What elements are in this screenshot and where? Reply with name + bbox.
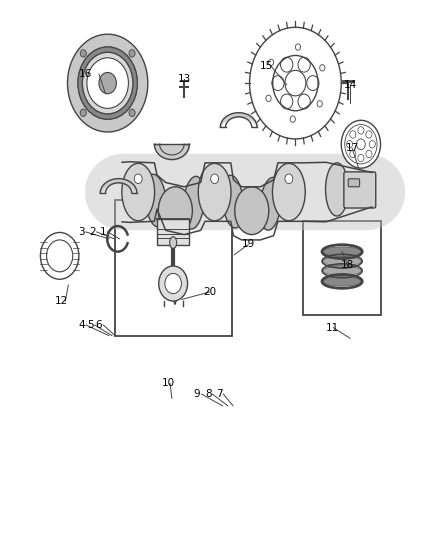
Text: 18: 18 <box>341 261 354 270</box>
Circle shape <box>165 273 181 294</box>
Ellipse shape <box>323 247 361 256</box>
Text: 8: 8 <box>205 389 212 399</box>
Text: 5: 5 <box>87 320 93 330</box>
Text: 3: 3 <box>78 227 85 237</box>
Circle shape <box>298 94 310 109</box>
Circle shape <box>346 141 353 148</box>
Ellipse shape <box>260 177 281 230</box>
Circle shape <box>350 150 356 158</box>
Ellipse shape <box>158 187 192 235</box>
Text: 4: 4 <box>78 320 85 330</box>
Circle shape <box>358 155 364 162</box>
Circle shape <box>350 131 356 138</box>
Text: 11: 11 <box>326 322 339 333</box>
Circle shape <box>82 52 133 114</box>
Text: 12: 12 <box>55 296 68 306</box>
FancyBboxPatch shape <box>348 179 360 187</box>
Circle shape <box>285 174 293 183</box>
Ellipse shape <box>272 164 305 221</box>
Ellipse shape <box>183 176 205 229</box>
Circle shape <box>290 116 296 122</box>
Ellipse shape <box>170 237 177 248</box>
Circle shape <box>366 150 372 158</box>
Ellipse shape <box>198 164 231 221</box>
Circle shape <box>268 59 274 66</box>
Text: 17: 17 <box>346 143 359 154</box>
Circle shape <box>295 44 300 50</box>
Circle shape <box>266 95 271 102</box>
Text: 14: 14 <box>343 80 357 90</box>
Ellipse shape <box>222 175 244 228</box>
Circle shape <box>320 64 325 71</box>
FancyBboxPatch shape <box>303 221 381 316</box>
Circle shape <box>281 94 293 109</box>
Ellipse shape <box>323 277 361 286</box>
Ellipse shape <box>122 164 155 221</box>
Circle shape <box>298 57 310 72</box>
Circle shape <box>134 174 142 183</box>
Circle shape <box>358 127 364 134</box>
Circle shape <box>357 139 365 150</box>
Circle shape <box>366 131 372 138</box>
Text: 16: 16 <box>79 69 92 79</box>
Circle shape <box>99 72 117 94</box>
FancyBboxPatch shape <box>344 172 376 208</box>
Text: 19: 19 <box>242 239 255 249</box>
Circle shape <box>272 76 284 91</box>
Text: 10: 10 <box>162 378 175 389</box>
Circle shape <box>285 70 306 96</box>
Circle shape <box>129 109 135 117</box>
Circle shape <box>78 47 138 119</box>
Circle shape <box>129 50 135 57</box>
Circle shape <box>80 50 86 57</box>
Text: 1: 1 <box>100 227 106 237</box>
Circle shape <box>281 57 293 72</box>
Circle shape <box>369 141 375 148</box>
Text: 15: 15 <box>260 61 273 70</box>
Circle shape <box>87 58 128 108</box>
Circle shape <box>317 101 322 107</box>
Circle shape <box>159 266 187 301</box>
Circle shape <box>307 76 319 91</box>
Text: 6: 6 <box>95 320 102 330</box>
Circle shape <box>341 120 381 168</box>
Text: 9: 9 <box>194 389 201 399</box>
Wedge shape <box>67 34 148 132</box>
Ellipse shape <box>325 163 348 216</box>
Circle shape <box>211 174 219 183</box>
Text: 7: 7 <box>215 389 223 399</box>
Text: 20: 20 <box>203 287 216 297</box>
Ellipse shape <box>235 187 269 235</box>
Bar <box>157 219 189 245</box>
Ellipse shape <box>323 256 361 266</box>
Circle shape <box>80 109 86 117</box>
Text: 13: 13 <box>177 75 191 84</box>
Ellipse shape <box>145 174 166 227</box>
FancyBboxPatch shape <box>115 200 232 336</box>
Text: 2: 2 <box>89 227 95 237</box>
Ellipse shape <box>323 266 361 276</box>
